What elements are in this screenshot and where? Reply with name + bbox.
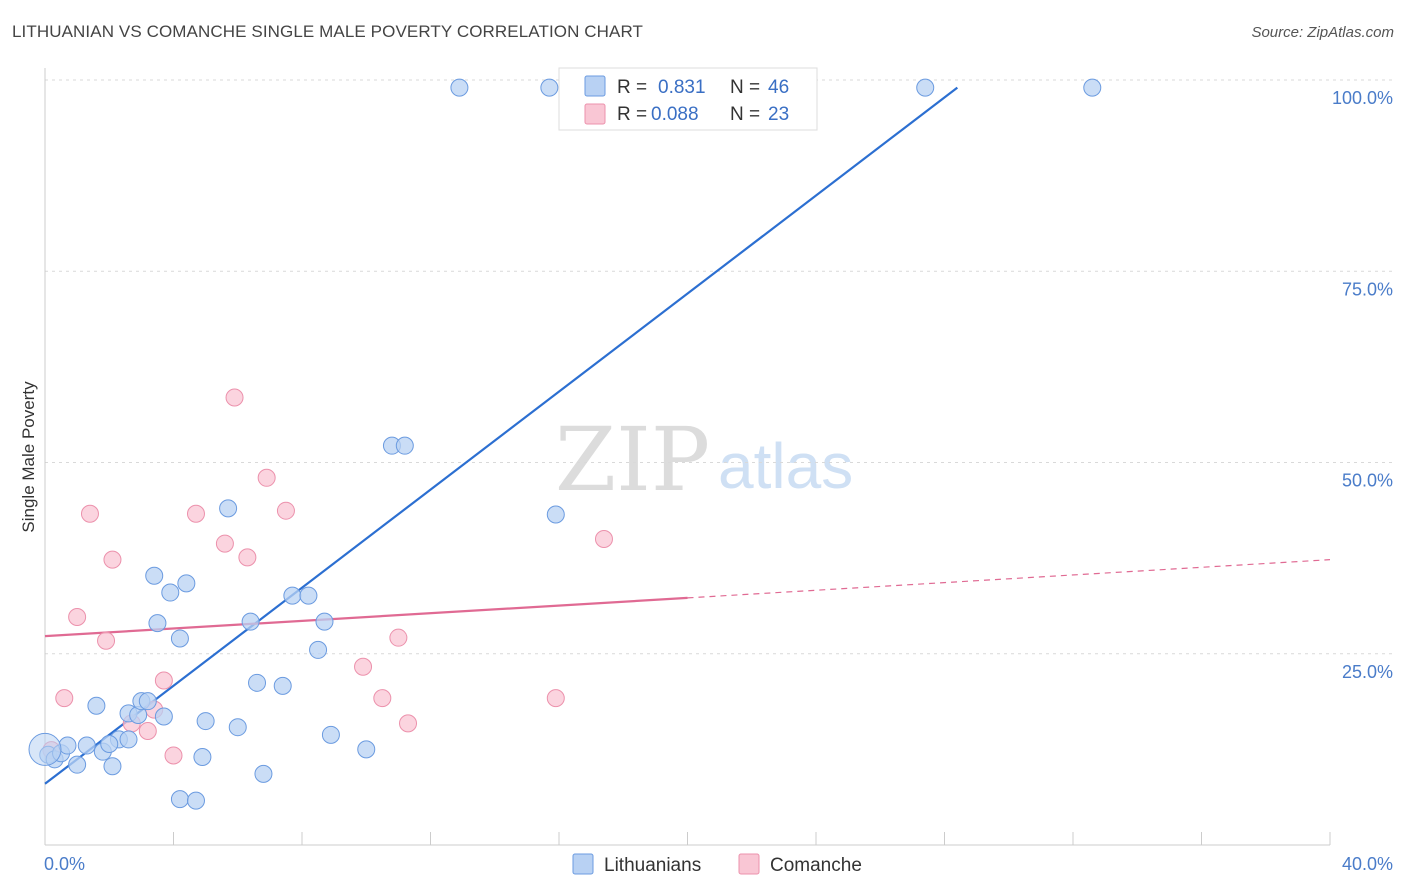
x-tick-label-max: 40.0% [1342,854,1393,874]
y-tick-label: 50.0% [1342,471,1393,491]
comanche-point [354,657,373,676]
lithuanians-point [357,740,376,759]
lithuanians-point [273,676,292,695]
comanche-point [225,388,244,407]
comanche-point [55,689,74,708]
comanche-point [68,608,87,627]
comanche-point [186,504,205,523]
y-tick-label: 25.0% [1342,662,1393,682]
lithuanians-point [196,712,215,731]
legend-box: R = 0.831 N = 46 R = 0.088 N = 23 [558,67,818,131]
lithuanians-point [68,755,87,774]
bottom-legend-label-comanche: Comanche [770,855,862,876]
lithuanians-point [77,736,96,755]
bottom-legend-swatch-comanche [738,853,760,875]
legend-swatch-comanche [584,103,606,125]
comanche-point [373,689,392,708]
legend-swatch-lithuanians [584,75,606,97]
comanche-point [215,534,234,553]
trend-line-comanche [44,596,688,638]
lithuanians-point [154,707,173,726]
lithuanians-point [315,612,334,631]
legend-r-value-1: 0.831 [658,77,706,98]
bottom-legend-label-lithuanians: Lithuanians [604,855,701,876]
lithuanians-point [1083,78,1102,97]
legend-n-value-1: 46 [768,77,789,98]
watermark-atlas: atlas [718,430,853,502]
lithuanians-point [540,78,559,97]
comanche-point [138,722,157,741]
trend-line-comanche-extension [687,559,1331,599]
lithuanians-point [219,499,238,518]
lithuanians-point [186,791,205,810]
lithuanians-point [283,586,302,605]
legend-r-label-1: R = [617,77,647,98]
y-axis-title: Single Male Poverty [19,381,38,533]
lithuanians-point [161,583,180,602]
comanche-point [238,548,257,567]
lithuanians-point [254,764,273,783]
lithuanians-point [450,78,469,97]
scatter-points [28,78,1102,810]
lithuanians-point [228,718,247,737]
lithuanians-point [309,640,328,659]
lithuanians-point [299,586,318,605]
lithuanians-point [916,78,935,97]
lithuanians-point [145,566,164,585]
comanche-point [103,550,122,569]
trend-line-lithuanians [44,86,959,785]
lithuanians-point [148,614,167,633]
y-tick-label: 75.0% [1342,279,1393,299]
lithuanians-point [395,436,414,455]
comanche-point [97,631,116,650]
comanche-point [594,530,613,548]
comanche-point [257,468,276,487]
legend-n-label-2: N = [730,104,760,125]
watermark-zip: ZIP [555,408,710,511]
comanche-point [399,714,418,733]
comanche-point [80,504,99,523]
lithuanians-point [103,757,122,776]
axes [44,68,1331,846]
legend-r-value-2: 0.088 [651,104,699,125]
legend-r-label-2: R = [617,104,647,125]
lithuanians-point [321,725,340,744]
x-tick-label-min: 0.0% [44,854,85,874]
lithuanians-point [28,732,62,766]
bottom-legend: Lithuanians Comanche [572,853,862,876]
grid-lines: 100.0% 75.0% 50.0% 25.0% [45,79,1393,682]
legend-n-value-2: 23 [768,104,789,125]
lithuanians-point [138,692,157,711]
lithuanians-point [87,696,106,715]
bottom-legend-swatch-lithuanians [572,853,594,875]
lithuanians-point [170,629,189,648]
comanche-point [389,628,408,647]
lithuanians-point [170,790,189,809]
legend-n-label-1: N = [730,77,760,98]
lithuanians-point [119,730,138,749]
lithuanians-point [193,748,212,767]
lithuanians-point [58,736,77,755]
lithuanians-point [241,612,260,631]
chart-title: LITHUANIAN VS COMANCHE SINGLE MALE POVER… [12,22,644,41]
lithuanians-point [177,574,196,593]
comanche-point [546,689,565,708]
comanche-point [276,501,295,520]
lithuanians-point [100,735,119,754]
chart-source: Source: ZipAtlas.com [1251,24,1394,41]
lithuanians-point [546,505,565,524]
comanche-point [164,746,183,765]
lithuanians-point [248,673,267,692]
y-tick-label: 100.0% [1332,88,1393,108]
comanche-point [154,671,173,690]
